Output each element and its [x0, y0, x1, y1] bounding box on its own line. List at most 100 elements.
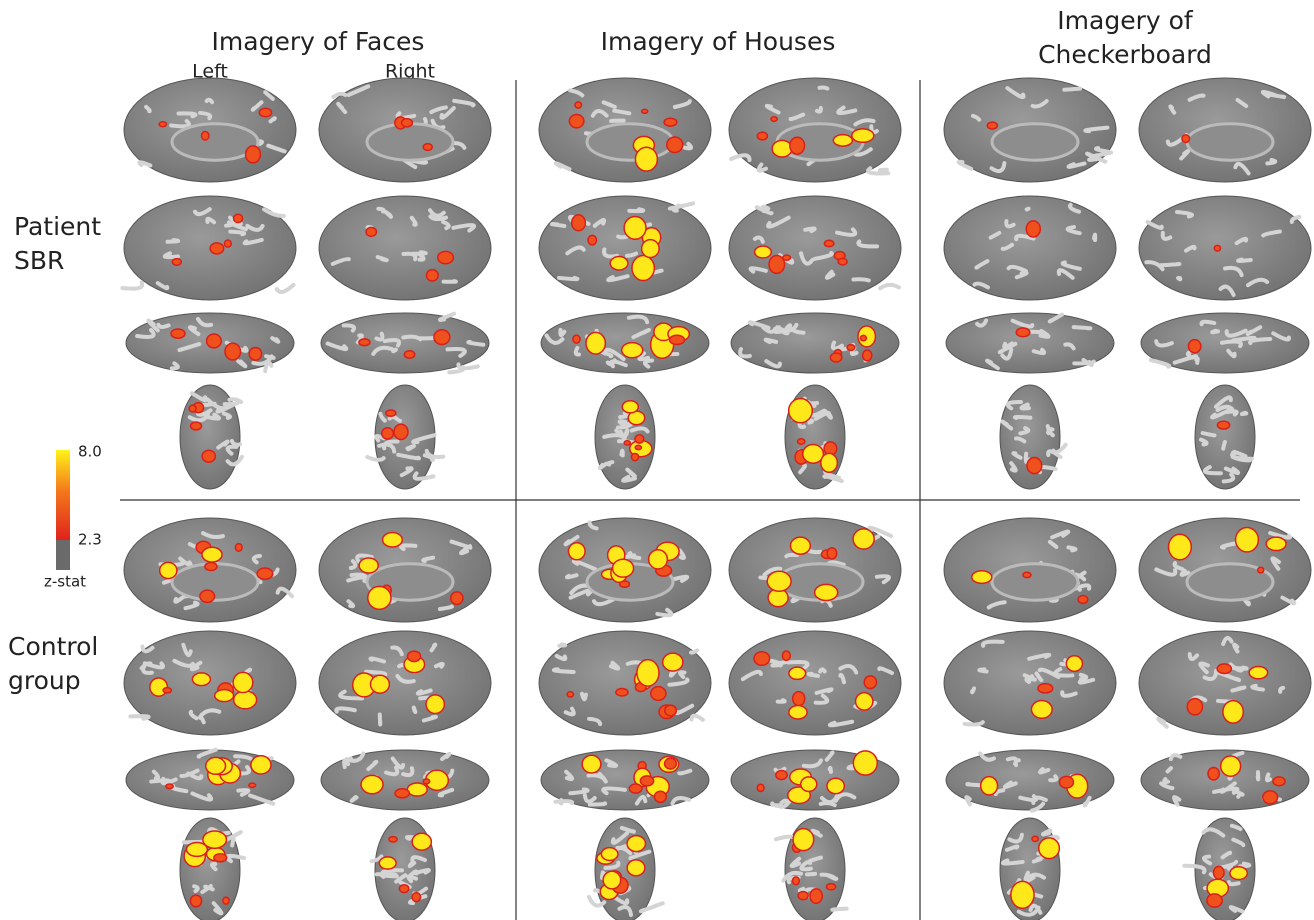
activation: [651, 687, 666, 701]
sulcus: [1027, 209, 1029, 210]
activation: [434, 330, 450, 345]
activation: [776, 770, 787, 779]
activation: [860, 335, 866, 340]
activation: [1059, 776, 1073, 788]
activation: [863, 350, 872, 361]
sulcus: [1021, 405, 1029, 409]
sulcus: [348, 601, 353, 606]
activation: [394, 424, 408, 439]
sulcus: [1161, 264, 1180, 265]
activation: [622, 401, 638, 413]
sulcus: [1238, 260, 1251, 261]
sulcus: [1081, 675, 1086, 679]
brain: [595, 385, 655, 489]
activation: [251, 756, 271, 774]
brain: [1141, 750, 1309, 810]
activation: [572, 215, 586, 231]
colorbar-title: z-stat: [44, 573, 86, 591]
sulcus: [260, 141, 262, 144]
activation: [798, 892, 808, 900]
sulcus: [620, 421, 626, 425]
brain: [946, 750, 1114, 811]
activation: [233, 672, 253, 692]
activation: [1032, 836, 1038, 841]
activation: [423, 779, 429, 784]
brain: [539, 196, 711, 300]
row-label: Control: [8, 632, 98, 661]
activation: [423, 144, 432, 151]
activation: [664, 118, 677, 126]
activation: [847, 345, 855, 351]
corpus: [992, 124, 1078, 160]
sulcus: [1074, 327, 1091, 328]
colorbar-min: 2.3: [78, 531, 102, 549]
activation: [821, 453, 838, 472]
activation: [642, 109, 648, 113]
activation: [853, 751, 877, 775]
activation: [190, 895, 201, 907]
sulcus: [436, 664, 443, 667]
brain: [731, 750, 899, 810]
brain: [319, 631, 491, 735]
activation: [824, 240, 833, 246]
colorbar-floor: [56, 540, 70, 570]
sulcus: [766, 340, 776, 342]
sulcus: [674, 205, 679, 210]
activation: [359, 558, 378, 573]
activation: [200, 590, 215, 602]
sulcus: [382, 875, 397, 876]
sulcus: [407, 446, 413, 449]
activation: [1031, 701, 1052, 719]
activation: [1016, 328, 1030, 337]
sulcus: [122, 282, 142, 288]
sulcus: [1034, 894, 1041, 896]
activation: [1273, 777, 1285, 786]
sulcus: [629, 209, 643, 211]
brain: [589, 818, 663, 920]
activation: [827, 548, 836, 559]
activation: [665, 705, 677, 716]
brain-surface: [321, 313, 489, 373]
sulcus: [880, 170, 887, 171]
activation: [383, 532, 403, 547]
activation: [224, 240, 231, 247]
activation: [1223, 701, 1243, 724]
activation: [853, 529, 874, 549]
brain: [319, 78, 491, 182]
sulcus: [1174, 797, 1179, 805]
activation: [395, 789, 409, 798]
activation: [827, 778, 844, 793]
activation: [192, 673, 210, 686]
column-title: Imagery of Houses: [601, 27, 836, 56]
activation: [797, 439, 804, 444]
activation: [408, 651, 421, 661]
activation: [159, 122, 167, 127]
activation: [1039, 838, 1060, 859]
activation: [757, 132, 767, 140]
activation: [404, 351, 414, 359]
activation: [1258, 567, 1264, 573]
brain: [180, 818, 244, 920]
activation: [622, 343, 643, 358]
activation: [852, 129, 874, 142]
activation: [171, 329, 185, 338]
activation: [586, 332, 605, 354]
activation: [771, 117, 777, 122]
sulcus: [556, 801, 573, 803]
brain: [944, 518, 1116, 622]
activation: [833, 135, 852, 146]
figure: Imagery of Faces Left Right Imagery of H…: [0, 0, 1314, 920]
sulcus: [830, 768, 831, 772]
corpus: [1187, 124, 1273, 160]
activation: [451, 592, 463, 605]
sulcus: [440, 606, 452, 609]
activation: [601, 848, 618, 861]
sulcus: [691, 716, 702, 720]
brain: [1184, 818, 1255, 920]
colorbar: [56, 450, 70, 540]
activation: [1217, 421, 1229, 429]
brain: [321, 750, 489, 810]
activation: [603, 871, 621, 889]
column-title: Checkerboard: [1038, 40, 1212, 69]
sulcus: [979, 669, 986, 671]
